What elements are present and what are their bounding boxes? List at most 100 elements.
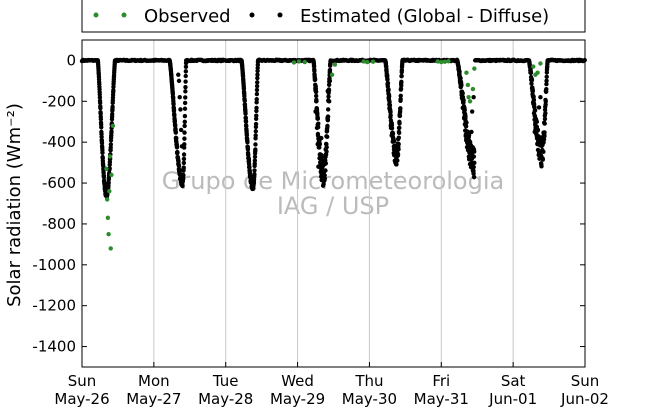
estimated-point	[457, 69, 462, 74]
estimated-point	[386, 87, 391, 92]
estimated-point	[98, 116, 104, 122]
observed-point	[109, 172, 114, 178]
observed-point	[361, 59, 366, 64]
observed-point	[446, 59, 451, 64]
estimated-point	[182, 130, 187, 135]
estimated-point	[399, 83, 404, 88]
estimated-point	[544, 81, 549, 87]
estimated-point	[327, 67, 333, 73]
estimated-point	[175, 150, 180, 155]
estimated-point	[177, 168, 182, 173]
estimated-point	[255, 80, 260, 85]
observed-point	[107, 189, 112, 194]
estimated-point	[544, 78, 549, 84]
estimated-point	[463, 114, 468, 119]
estimated-point	[400, 58, 405, 63]
estimated-point	[182, 136, 187, 141]
estimated-point	[316, 121, 321, 126]
estimated-point	[324, 145, 329, 150]
estimated-point	[315, 116, 321, 121]
estimated-point	[183, 95, 188, 100]
x-tick-date: May-29	[270, 390, 325, 408]
observed-point	[110, 123, 116, 129]
estimated-point	[313, 89, 319, 95]
y-ticks: 0 -200 -400 -600 -800 -1000 -1200 -1400	[32, 51, 585, 356]
estimated-point	[464, 120, 469, 125]
estimated-point	[253, 121, 259, 127]
estimated-point	[97, 95, 103, 100]
estimated-point	[542, 134, 547, 139]
estimated-point	[243, 111, 248, 116]
x-tick-weekday: Tue	[212, 372, 239, 390]
observed-point	[464, 70, 469, 75]
estimated-point	[110, 104, 115, 110]
estimated-point	[314, 99, 319, 104]
estimated-point	[110, 111, 115, 117]
estimated-point	[178, 127, 184, 133]
estimated-point	[317, 152, 323, 157]
estimated-point	[314, 93, 319, 99]
estimated-point	[397, 121, 402, 126]
estimated-point	[311, 63, 317, 69]
observed-points	[104, 59, 543, 251]
estimated-point	[100, 150, 105, 155]
estimated-point	[545, 58, 550, 63]
estimated-point	[180, 183, 185, 189]
estimated-point	[181, 156, 187, 162]
observed-point	[106, 231, 111, 237]
estimated-point	[322, 176, 328, 181]
estimated-point	[99, 125, 104, 130]
estimated-point	[540, 157, 546, 162]
estimated-point	[172, 119, 178, 124]
estimated-point	[316, 164, 321, 169]
estimated-point	[245, 147, 251, 152]
estimated-point	[385, 77, 390, 82]
estimated-point	[543, 102, 548, 107]
x-tick-date: May-31	[414, 390, 469, 408]
observed-point	[370, 59, 376, 64]
estimated-point	[471, 154, 477, 159]
estimated-point	[325, 117, 331, 122]
estimated-point	[397, 113, 403, 118]
estimated-point	[108, 145, 113, 150]
estimated-point	[394, 162, 399, 167]
watermark-line-2: IAG / USP	[277, 192, 389, 220]
observed-point	[302, 59, 307, 65]
estimated-point	[252, 161, 257, 166]
estimated-point	[178, 107, 183, 112]
estimated-point	[255, 75, 260, 81]
estimated-point	[471, 95, 476, 100]
estimated-point	[172, 113, 177, 118]
observed-point	[465, 82, 471, 88]
estimated-point	[539, 164, 544, 169]
estimated-point	[327, 78, 333, 84]
x-tick-weekday: Fri	[432, 372, 450, 390]
legend-estimated-marker	[277, 12, 283, 18]
estimated-point	[471, 174, 477, 180]
x-tick-weekday: Sun	[68, 372, 97, 390]
x-tick-date: May-30	[342, 390, 397, 408]
y-tick-label: -1400	[32, 338, 76, 356]
estimated-point	[458, 75, 463, 81]
estimated-point	[173, 130, 179, 135]
estimated-point	[467, 156, 473, 161]
estimated-point	[459, 83, 464, 88]
estimated-point	[471, 171, 476, 176]
x-ticks: SunMay-26MonMay-27TueMay-28WedMay-29ThuM…	[54, 362, 609, 408]
observed-point	[105, 215, 111, 221]
estimated-point	[398, 86, 404, 91]
x-tick-date: Jun-02	[560, 390, 609, 408]
estimated-point	[252, 154, 258, 159]
x-tick-date: May-27	[126, 390, 181, 408]
estimated-point	[388, 109, 393, 115]
estimated-point	[253, 147, 258, 152]
x-tick-weekday: Mon	[138, 372, 170, 390]
estimated-point	[312, 68, 317, 74]
estimated-point	[325, 114, 331, 119]
estimated-point	[388, 112, 393, 118]
estimated-point	[462, 107, 467, 113]
estimated-point	[534, 119, 540, 124]
legend-observed-label: Observed	[144, 6, 231, 27]
observed-point	[365, 59, 370, 65]
